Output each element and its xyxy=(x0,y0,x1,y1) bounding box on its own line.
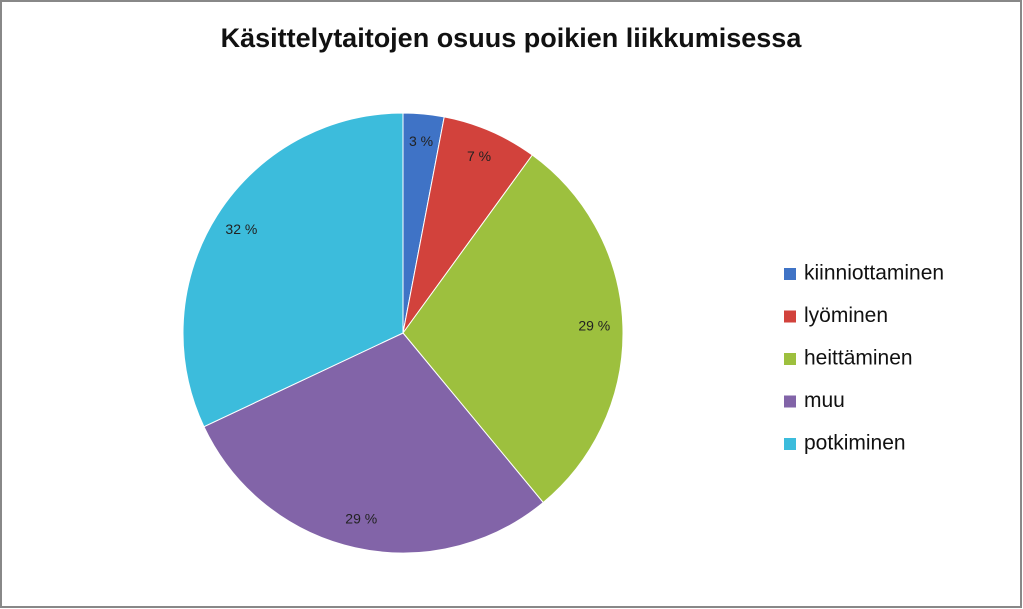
chart-title: Käsittelytaitojen osuus poikien liikkumi… xyxy=(221,23,803,53)
legend-label: heittäminen xyxy=(804,347,913,370)
data-label: 7 % xyxy=(467,148,491,164)
legend-swatch xyxy=(784,268,796,280)
data-label: 3 % xyxy=(409,133,433,149)
legend-label: potkiminen xyxy=(804,432,906,455)
pie-slice xyxy=(402,154,624,504)
legend-label: muu xyxy=(804,389,845,412)
pie-slice xyxy=(203,332,544,554)
legend-swatch xyxy=(784,310,796,323)
legend-swatch xyxy=(784,353,796,365)
data-label: 32 % xyxy=(225,221,257,237)
legend-label: kiinniottaminen xyxy=(804,262,944,285)
legend-swatch xyxy=(784,438,796,450)
legend-swatch xyxy=(784,395,796,408)
data-label: 29 % xyxy=(345,510,377,526)
legend-label: lyöminen xyxy=(804,304,888,327)
data-label: 29 % xyxy=(578,318,610,334)
pie-slice xyxy=(182,112,404,428)
